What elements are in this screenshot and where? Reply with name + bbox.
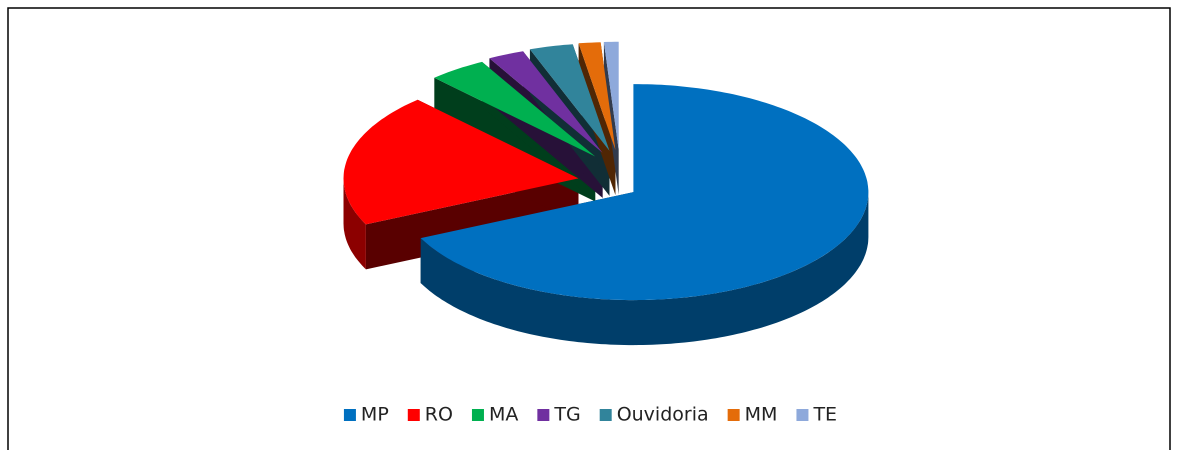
slice-side bbox=[420, 192, 869, 346]
legend-label: MP bbox=[361, 404, 389, 426]
slice bbox=[489, 51, 603, 153]
legend-label: MM bbox=[745, 404, 778, 426]
slice bbox=[529, 44, 610, 151]
legend-label: MA bbox=[489, 404, 518, 426]
frame bbox=[7, 7, 1171, 450]
legend-swatch bbox=[727, 409, 740, 421]
slice-sides bbox=[343, 178, 869, 346]
slice bbox=[343, 99, 579, 225]
legend-swatch bbox=[471, 409, 484, 421]
legend-label: RO bbox=[425, 404, 453, 426]
slice bbox=[420, 84, 869, 301]
slice bbox=[603, 41, 619, 150]
legend-swatch bbox=[796, 409, 809, 421]
slice-side bbox=[343, 178, 366, 270]
legend-label: TE bbox=[812, 404, 837, 426]
slice-wall bbox=[365, 178, 579, 270]
slice-wall bbox=[603, 42, 619, 195]
legend-swatch bbox=[343, 409, 356, 421]
slice bbox=[578, 42, 616, 151]
legend-swatch bbox=[407, 409, 420, 421]
legend-swatch bbox=[537, 409, 550, 421]
slice-tops bbox=[343, 41, 869, 301]
legend-label: TG bbox=[553, 404, 580, 426]
slice bbox=[434, 61, 596, 157]
legend-swatch bbox=[599, 409, 612, 421]
legend-label: Ouvidoria bbox=[617, 404, 709, 426]
